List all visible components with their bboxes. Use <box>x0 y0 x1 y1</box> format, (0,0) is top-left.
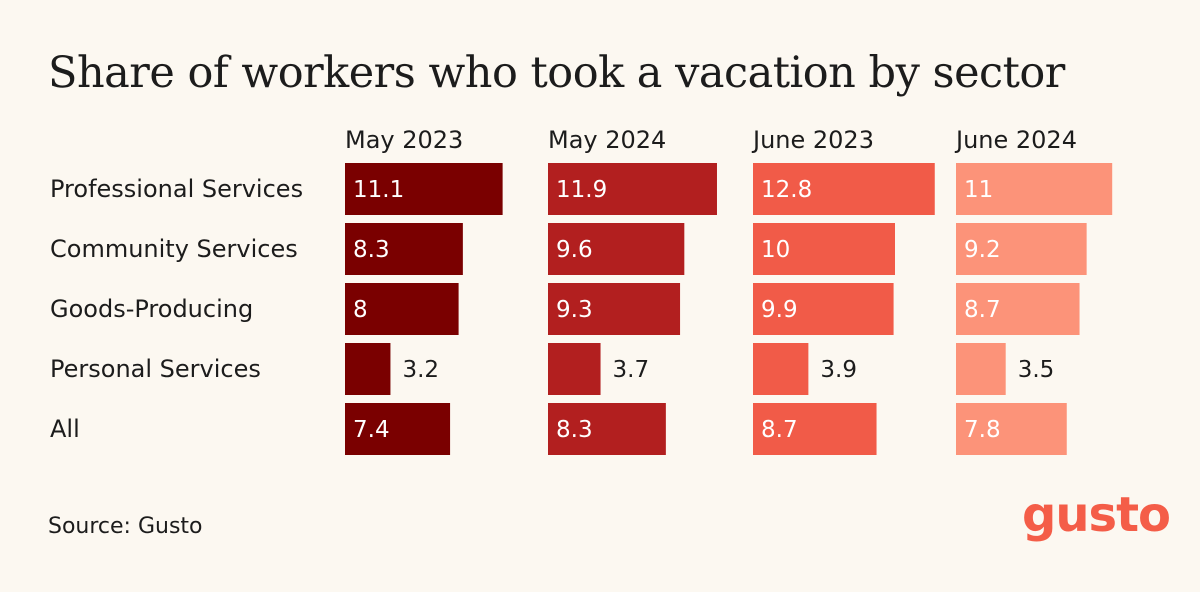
data-label-s2-r0: 12.8 <box>761 177 812 203</box>
data-label-s1-r3: 3.7 <box>613 357 650 383</box>
bar-s1-r1 <box>548 223 685 275</box>
data-label-s1-r1: 9.6 <box>556 237 593 263</box>
data-label-s3-r3: 3.5 <box>1018 357 1055 383</box>
data-label-s2-r2: 9.9 <box>761 297 798 323</box>
row-label-1: Community Services <box>50 235 298 263</box>
bar-s1-r0 <box>548 163 717 215</box>
data-label-s1-r2: 9.3 <box>556 297 593 323</box>
row-label-3: Personal Services <box>50 355 261 383</box>
bar-s2-r2 <box>753 283 894 335</box>
data-label-s0-r1: 8.3 <box>353 237 390 263</box>
row-label-2: Goods-Producing <box>50 295 253 323</box>
column-header-1: May 2024 <box>548 126 666 154</box>
gusto-logo: gusto <box>1022 487 1171 543</box>
data-label-s2-r4: 8.7 <box>761 417 798 443</box>
bar-s3-r0 <box>956 163 1113 215</box>
bar-s0-r3 <box>345 343 391 395</box>
bar-s0-r2 <box>345 283 459 335</box>
data-label-s3-r1: 9.2 <box>964 237 1001 263</box>
bar-s0-r4 <box>345 403 451 455</box>
bar-s0-r1 <box>345 223 463 275</box>
bar-s1-r2 <box>548 283 681 335</box>
data-label-s0-r2: 8 <box>353 297 368 323</box>
bar-s3-r1 <box>956 223 1087 275</box>
data-label-s3-r0: 11 <box>964 177 993 203</box>
data-label-s2-r1: 10 <box>761 237 790 263</box>
column-header-3: June 2024 <box>954 126 1077 154</box>
data-label-s2-r3: 3.9 <box>820 357 857 383</box>
data-label-s0-r3: 3.2 <box>402 357 439 383</box>
column-header-0: May 2023 <box>345 126 463 154</box>
bar-s1-r3 <box>548 343 601 395</box>
row-label-4: All <box>50 415 80 443</box>
data-label-s1-r4: 8.3 <box>556 417 593 443</box>
bar-s1-r4 <box>548 403 666 455</box>
data-label-s3-r2: 8.7 <box>964 297 1001 323</box>
data-label-s0-r4: 7.4 <box>353 417 390 443</box>
data-label-s0-r0: 11.1 <box>353 177 404 203</box>
row-label-0: Professional Services <box>50 175 303 203</box>
chart-title: Share of workers who took a vacation by … <box>48 48 1065 98</box>
data-label-s3-r4: 7.8 <box>964 417 1001 443</box>
column-header-2: June 2023 <box>751 126 874 154</box>
bar-s3-r3 <box>956 343 1006 395</box>
data-label-s1-r0: 11.9 <box>556 177 607 203</box>
bar-s2-r4 <box>753 403 877 455</box>
bar-s2-r0 <box>753 163 935 215</box>
bar-s2-r1 <box>753 223 895 275</box>
source-note: Source: Gusto <box>48 514 203 539</box>
bar-s3-r4 <box>956 403 1067 455</box>
bar-s0-r0 <box>345 163 503 215</box>
bar-s2-r3 <box>753 343 809 395</box>
bar-s3-r2 <box>956 283 1080 335</box>
